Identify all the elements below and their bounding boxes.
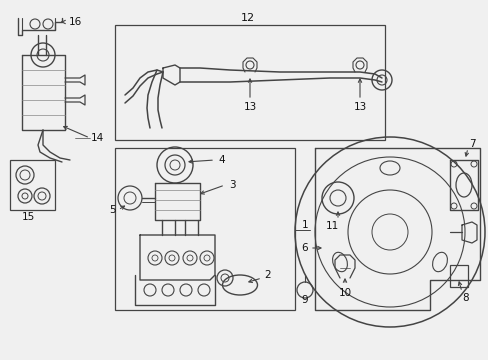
Text: 11: 11 bbox=[325, 221, 338, 231]
Bar bbox=[115, 148, 294, 310]
Text: 14: 14 bbox=[90, 133, 103, 143]
Text: 1: 1 bbox=[301, 220, 307, 230]
Text: 15: 15 bbox=[21, 212, 35, 222]
Text: 13: 13 bbox=[353, 102, 366, 112]
Text: 3: 3 bbox=[228, 180, 235, 190]
Text: 9: 9 bbox=[301, 295, 307, 305]
Text: 7: 7 bbox=[468, 139, 474, 149]
Text: 4: 4 bbox=[218, 155, 225, 165]
Text: 12: 12 bbox=[241, 13, 255, 23]
Text: 2: 2 bbox=[264, 270, 271, 280]
Text: 5: 5 bbox=[108, 205, 115, 215]
Text: 10: 10 bbox=[338, 288, 351, 298]
Text: 13: 13 bbox=[243, 102, 256, 112]
Text: 6: 6 bbox=[301, 243, 307, 253]
Text: 8: 8 bbox=[462, 293, 468, 303]
Bar bbox=[115, 25, 384, 140]
Bar bbox=[449, 265, 467, 287]
Text: 16: 16 bbox=[68, 17, 81, 27]
Bar bbox=[10, 160, 55, 210]
